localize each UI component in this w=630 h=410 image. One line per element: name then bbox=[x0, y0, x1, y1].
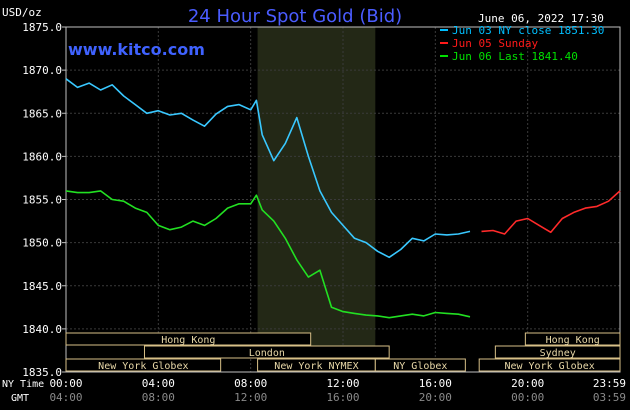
chart-title: 24 Hour Spot Gold (Bid) bbox=[188, 6, 402, 27]
session-label: London bbox=[249, 348, 285, 359]
y-tick-label: 1875.0 bbox=[22, 21, 62, 34]
session-label: New York Globex bbox=[98, 361, 188, 372]
series-line-1 bbox=[481, 190, 621, 235]
session-label: NY Globex bbox=[393, 361, 447, 372]
x-tick-label-ny: 12:00 bbox=[326, 377, 359, 390]
market-sessions: Hong Kong Hong Kong London Sydney New York G… bbox=[65, 332, 621, 372]
series-line-2 bbox=[65, 190, 471, 319]
x-axis-label-gmt: GMT bbox=[11, 393, 29, 404]
session-bar bbox=[143, 345, 390, 359]
y-tick-label: 1865.0 bbox=[22, 107, 62, 120]
x-tick-label-gmt: 04:00 bbox=[49, 391, 82, 404]
x-tick-label-gmt: 00:00 bbox=[511, 391, 544, 404]
session-label: Hong Kong bbox=[546, 335, 600, 346]
x-tick-label-ny: 00:00 bbox=[49, 377, 82, 390]
y-tick-label: 1860.0 bbox=[22, 150, 62, 163]
legend-entry: Jun 05 Sunday bbox=[452, 37, 538, 50]
y-tick-label: 1840.0 bbox=[22, 323, 62, 336]
legend-entry: Jun 03 NY close 1851.30 bbox=[452, 24, 604, 37]
y-tick-label: 1850.0 bbox=[22, 237, 62, 250]
x-tick-label-ny: 04:00 bbox=[142, 377, 175, 390]
kitco-brand[interactable]: www.kitco.com bbox=[68, 40, 205, 59]
x-tick-label-gmt: 16:00 bbox=[326, 391, 359, 404]
y-tick-label: 1845.0 bbox=[22, 280, 62, 293]
series-line-0 bbox=[65, 78, 471, 259]
session-label: Hong Kong bbox=[161, 335, 215, 346]
y-tick-label: 1835.0 bbox=[22, 366, 62, 379]
x-tick-label-ny: 20:00 bbox=[511, 377, 544, 390]
session-bar bbox=[374, 358, 466, 372]
x-tick-label-gmt: 03:59 bbox=[593, 391, 626, 404]
session-label: New York Globex bbox=[504, 361, 594, 372]
x-axis-label-ny: NY Time bbox=[2, 379, 44, 390]
x-tick-label-gmt: 12:00 bbox=[234, 391, 267, 404]
session-bar bbox=[65, 332, 312, 346]
legend-entry: Jun 06 Last 1841.40 bbox=[452, 50, 578, 63]
price-series bbox=[65, 78, 621, 319]
x-tick-label-ny: 16:00 bbox=[419, 377, 452, 390]
session-label: Sydney bbox=[540, 348, 576, 359]
chart-date: June 06, 2022 17:30 bbox=[478, 12, 604, 25]
x-tick-label-ny: 23:59 bbox=[593, 377, 626, 390]
y-axis-ticks: 1875.0 1870.0 1865.0 1860.0 1855.0 1850.0 1845… bbox=[22, 21, 66, 379]
x-tick-label-gmt: 08:00 bbox=[142, 391, 175, 404]
session-label: New York NYMEX bbox=[274, 361, 358, 372]
x-tick-label-ny: 08:00 bbox=[234, 377, 267, 390]
x-axis-ticks: 00:0004:0004:0008:0008:0012:0012:0016:00… bbox=[49, 377, 626, 404]
session-bar bbox=[65, 358, 222, 372]
x-tick-label-gmt: 20:00 bbox=[419, 391, 452, 404]
y-tick-label: 1870.0 bbox=[22, 64, 62, 77]
session-bar bbox=[494, 345, 621, 359]
y-axis-label: USD/oz bbox=[2, 6, 42, 19]
y-tick-label: 1855.0 bbox=[22, 194, 62, 207]
session-bar bbox=[524, 332, 621, 346]
session-bar bbox=[478, 358, 621, 372]
